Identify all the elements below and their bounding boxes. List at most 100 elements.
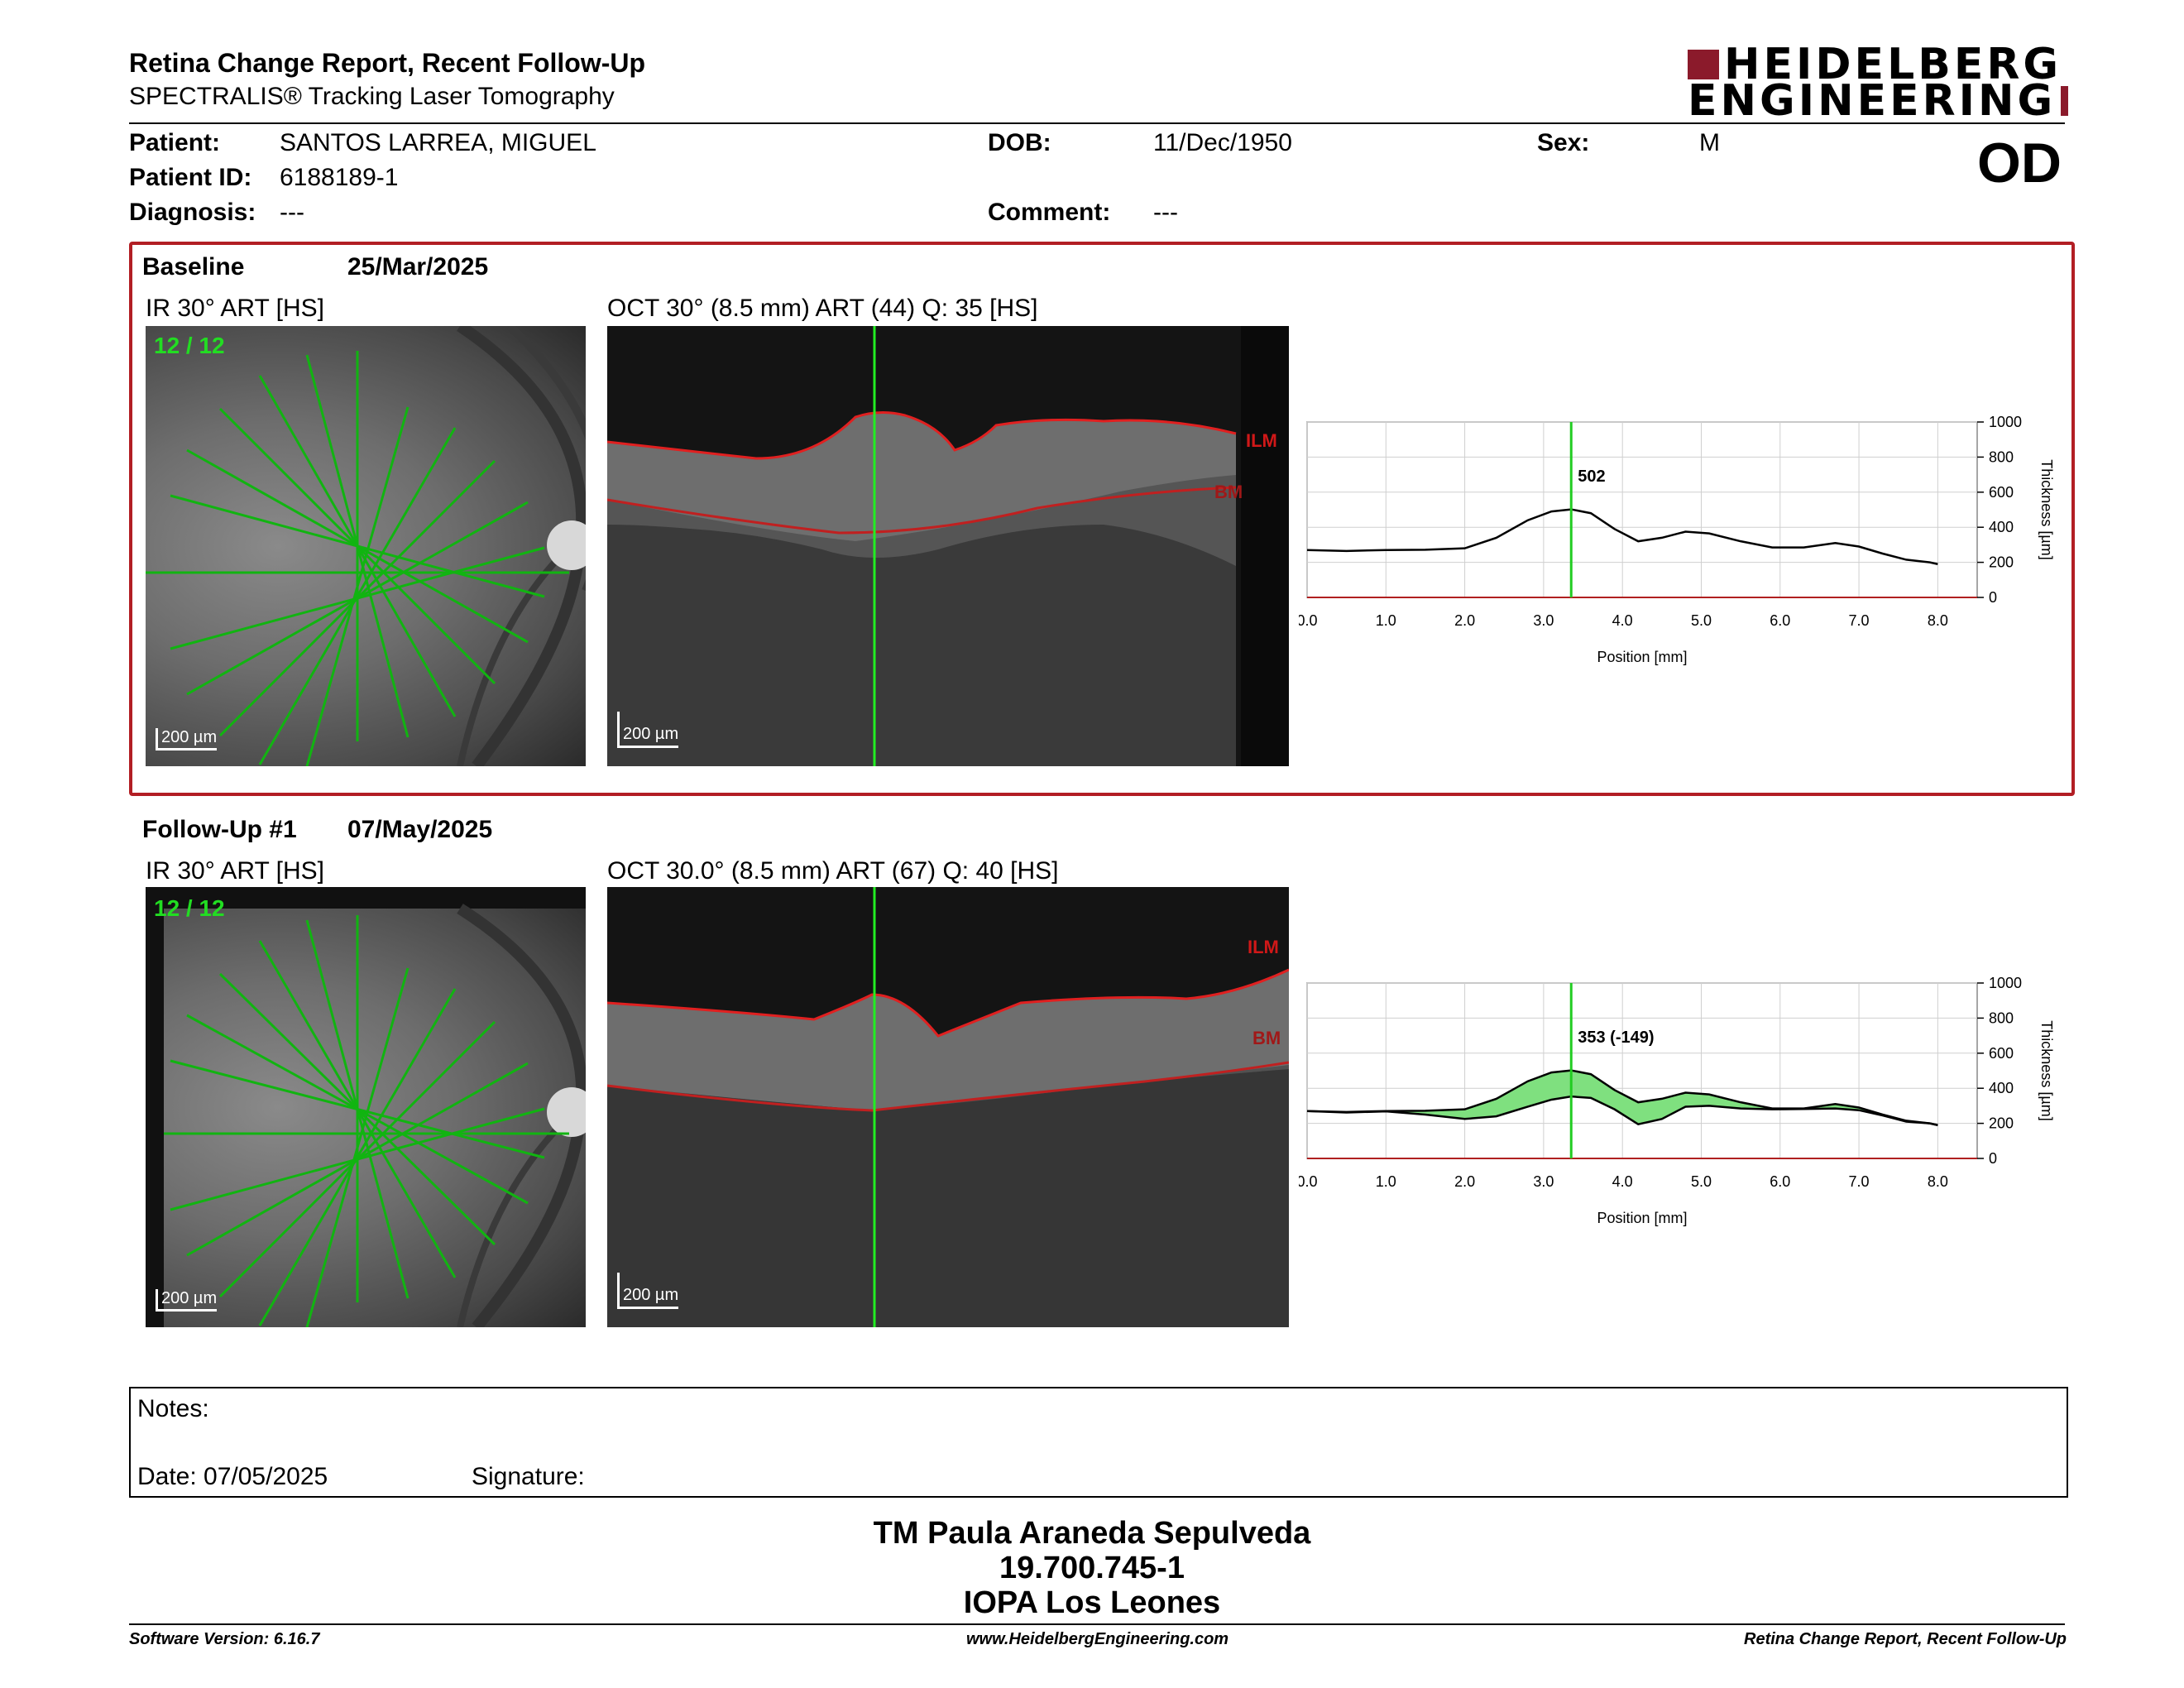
- thickness-line-1: [1306, 1095, 1938, 1126]
- software-version: Software Version: 6.16.7: [129, 1630, 320, 1648]
- x-tick-label: 7.0: [1849, 1173, 1870, 1190]
- sex-label: Sex:: [1537, 129, 1590, 156]
- x-tick-label: 4.0: [1612, 1173, 1633, 1190]
- x-tick-label: 1.0: [1376, 612, 1396, 629]
- header-divider: [129, 122, 2065, 124]
- followup-oct-scale: 200 µm: [617, 1273, 679, 1309]
- thickness-change-fill: [1307, 1070, 1938, 1125]
- x-tick-label: 5.0: [1691, 612, 1712, 629]
- baseline-date: 25/Mar/2025: [347, 253, 489, 281]
- x-tick-label: 8.0: [1928, 1173, 1948, 1190]
- x-tick-label: 6.0: [1770, 612, 1790, 629]
- report-title: Retina Change Report, Recent Follow-Up: [129, 48, 646, 78]
- followup-ir-scale: 200 µm: [156, 1289, 218, 1312]
- y-tick-label: 600: [1989, 484, 2014, 501]
- notes-date: Date: 07/05/2025: [137, 1463, 328, 1490]
- baseline-oct-caption: OCT 30° (8.5 mm) ART (44) Q: 35 [HS]: [607, 295, 1038, 322]
- x-tick-label: 3.0: [1533, 1173, 1554, 1190]
- x-tick-label: 7.0: [1849, 612, 1870, 629]
- followup-ir-image[interactable]: 12 / 12 200 µm: [146, 887, 586, 1327]
- x-tick-label: 8.0: [1928, 612, 1948, 629]
- thickness-line-0: [1306, 1069, 1938, 1126]
- baseline-ir-image[interactable]: 12 / 12 200 µm: [146, 326, 586, 766]
- dob-label: DOB:: [988, 129, 1051, 156]
- thickness-line-0: [1306, 508, 1938, 565]
- diagnosis-value: ---: [280, 199, 304, 226]
- patient-id: 6188189-1: [280, 164, 399, 191]
- x-tick-label: 4.0: [1612, 612, 1633, 629]
- signature-block: TM Paula Araneda Sepulveda 19.700.745-1 …: [596, 1516, 1588, 1620]
- x-tick-label: 1.0: [1376, 1173, 1396, 1190]
- marker-value-label: 502: [1578, 468, 1605, 486]
- y-tick-label: 800: [1989, 448, 2014, 465]
- baseline-ir-counter: 12 / 12: [154, 333, 225, 358]
- x-tick-label: 3.0: [1533, 612, 1554, 629]
- eye-indicator: OD: [1977, 132, 2062, 194]
- y-tick-label: 1000: [1989, 414, 2022, 430]
- followup-thickness-chart: 0.0 1.0 2.0 3.0 4.0 5.0 6.0 7.0 8.0 0 200 400 600 800…: [1299, 975, 2055, 1226]
- y-tick-label: 800: [1989, 1009, 2014, 1026]
- y-axis-label: Thickness [µm]: [2038, 459, 2055, 559]
- y-tick-label: 600: [1989, 1045, 2014, 1062]
- x-axis-label: Position [mm]: [1597, 1210, 1687, 1226]
- footer-divider: [129, 1623, 2065, 1625]
- heidelberg-logo: HEIDELBERG ENGINEERING: [1688, 43, 2068, 122]
- followup-oct-image[interactable]: ILM BM 200 µm: [607, 887, 1289, 1327]
- x-tick-label: 0.0: [1299, 1173, 1318, 1190]
- baseline-oct-image[interactable]: ILM BM 200 µm: [607, 326, 1289, 766]
- plot-area: [1306, 421, 1978, 598]
- signer-name: TM Paula Araneda Sepulveda: [873, 1516, 1311, 1551]
- x-tick-label: 0.0: [1299, 612, 1318, 629]
- patient-label: Patient:: [129, 129, 221, 156]
- signature-label: Signature:: [472, 1463, 585, 1490]
- sex-value: M: [1699, 129, 1720, 156]
- followup-label: Follow-Up #1: [142, 816, 297, 843]
- x-tick-label: 2.0: [1454, 612, 1475, 629]
- followup-oct-scan: [607, 887, 1289, 1327]
- followup-scan-pattern: [146, 887, 586, 1327]
- diagnosis-label: Diagnosis:: [129, 199, 256, 226]
- baseline-bm-label: BM: [1214, 482, 1243, 502]
- y-axis-label: Thickness [µm]: [2038, 1020, 2055, 1120]
- x-tick-label: 5.0: [1691, 1173, 1712, 1190]
- y-tick-label: 200: [1989, 1115, 2014, 1132]
- followup-ir-caption: IR 30° ART [HS]: [146, 857, 324, 885]
- followup-date: 07/May/2025: [347, 816, 493, 843]
- dob-value: 11/Dec/1950: [1153, 129, 1292, 156]
- baseline-thickness-chart: 0.0 1.0 2.0 3.0 4.0 5.0 6.0 7.0 8.0 0 200 400 600 800…: [1299, 414, 2055, 665]
- baseline-oct-scan: [607, 326, 1289, 766]
- baseline-ir-caption: IR 30° ART [HS]: [146, 295, 324, 322]
- patient-name: SANTOS LARREA, MIGUEL: [280, 129, 596, 156]
- y-tick-label: 400: [1989, 1080, 2014, 1096]
- notes-label: Notes:: [137, 1395, 209, 1422]
- signer-clinic: IOPA Los Leones: [963, 1585, 1221, 1620]
- signer-id: 19.700.745-1: [999, 1551, 1185, 1585]
- y-tick-label: 0: [1989, 1150, 1997, 1167]
- baseline-section: [129, 242, 2075, 796]
- comment-label: Comment:: [988, 199, 1111, 226]
- x-tick-label: 6.0: [1770, 1173, 1790, 1190]
- x-axis-label: Position [mm]: [1597, 649, 1687, 665]
- report-subtitle: SPECTRALIS® Tracking Laser Tomography: [129, 83, 615, 110]
- x-tick-label: 2.0: [1454, 1173, 1475, 1190]
- notes-box: Notes: Date: 07/05/2025 Signature:: [129, 1387, 2068, 1498]
- baseline-label: Baseline: [142, 253, 245, 281]
- baseline-scan-pattern: [146, 326, 586, 766]
- y-tick-label: 200: [1989, 554, 2014, 571]
- plot-area: [1306, 982, 1978, 1159]
- marker-value-label: 353 (-149): [1578, 1029, 1654, 1047]
- baseline-oct-scale: 200 µm: [617, 712, 679, 748]
- followup-oct-caption: OCT 30.0° (8.5 mm) ART (67) Q: 40 [HS]: [607, 857, 1059, 885]
- y-tick-label: 1000: [1989, 975, 2022, 991]
- website-link[interactable]: www.HeidelbergEngineering.com: [966, 1630, 1229, 1648]
- followup-bm-label: BM: [1252, 1028, 1281, 1048]
- y-tick-label: 0: [1989, 589, 1997, 606]
- followup-ilm-label: ILM: [1248, 937, 1279, 957]
- patient-id-label: Patient ID:: [129, 164, 252, 191]
- footer-report-name: Retina Change Report, Recent Follow-Up: [1744, 1630, 2067, 1648]
- followup-ir-counter: 12 / 12: [154, 895, 225, 921]
- baseline-ir-scale: 200 µm: [156, 728, 218, 750]
- baseline-ilm-label: ILM: [1246, 430, 1277, 451]
- comment-value: ---: [1153, 199, 1178, 226]
- y-tick-label: 400: [1989, 519, 2014, 535]
